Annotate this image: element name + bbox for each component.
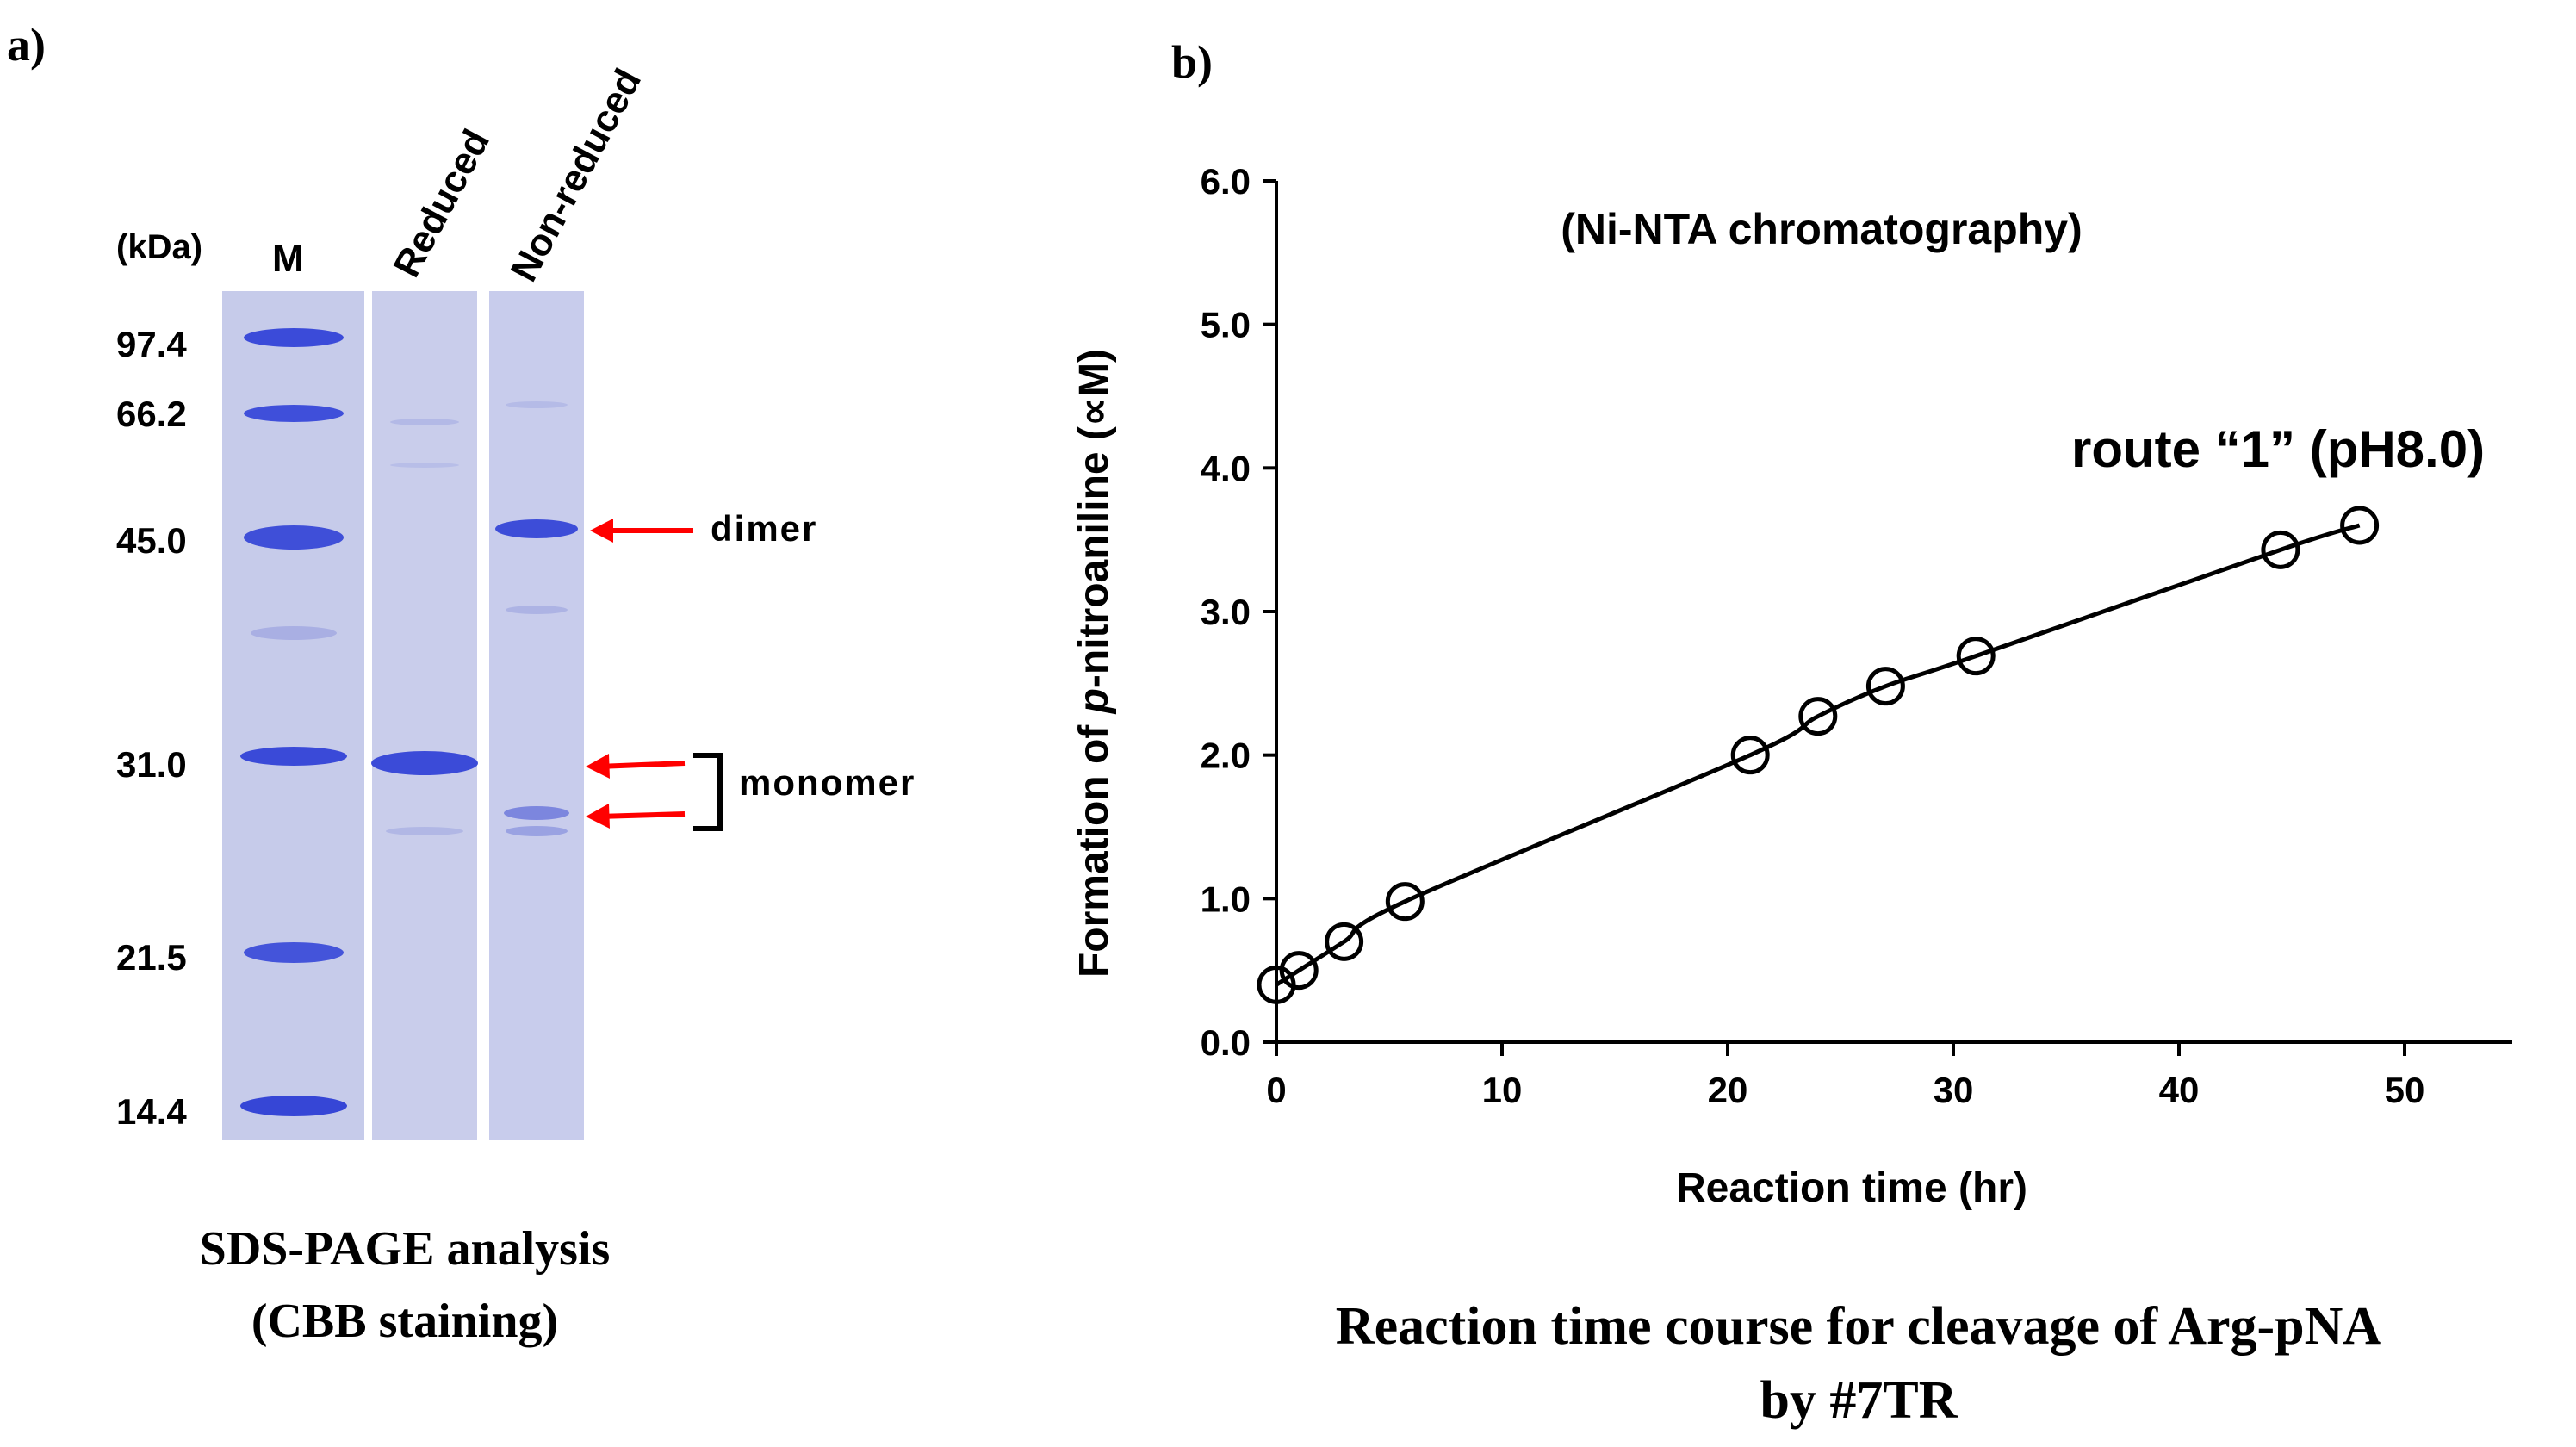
gel-band [240,747,347,766]
gel-band-faint [506,401,568,408]
x-tick-label: 20 [1708,1070,1748,1110]
marker-size-label: 21.5 [116,937,187,978]
gel-band-faint [386,827,463,835]
panel-b-label: b) [1171,36,1213,88]
marker-size-label: 45.0 [116,520,187,561]
marker-size-label: 31.0 [116,744,187,785]
dimer-annotation: dimer [711,508,817,549]
lane-label-reduced: Reduced [386,123,499,284]
panel-b-caption-line2: by #7TR [1760,1371,1958,1430]
monomer-arrow-upper [586,754,686,779]
gel-lane-marker [222,291,364,1140]
y-tick-label: 0.0 [1201,1022,1251,1063]
gel-band [244,328,344,347]
marker-size-label: 97.4 [116,324,187,364]
y-tick-label: 4.0 [1201,448,1251,488]
y-axis-label: Formation of p-nitroaniline (∝M) [1071,349,1117,978]
series-fit-curve [1275,523,2361,987]
data-point [1385,882,1425,922]
data-point [1865,667,1905,706]
data-point [1730,736,1770,775]
y-tick-label: 5.0 [1201,305,1251,345]
gel-lane-reduced [372,291,477,1140]
gel-band-faint [506,826,568,836]
gel-band-faint [506,606,568,614]
data-points [1257,506,2380,1004]
gel-band [244,942,344,963]
y-tick-label: 3.0 [1201,592,1251,632]
gel-band [371,751,478,775]
marker-size-label: 14.4 [116,1091,187,1132]
gel-band [495,519,578,538]
line-chart: 0.0 1.0 2.0 3.0 4.0 5.0 6.0 0 10 20 30 40 50 (Ni-NT… [1071,161,2512,1211]
marker-size-label: 66.2 [116,394,187,434]
monomer-annotation: monomer [739,762,916,803]
chart-title: (Ni-NTA chromatography) [1561,205,2083,253]
panel-a-caption-line2: (CBB staining) [251,1295,558,1348]
gel-image [222,291,584,1140]
y-axis-label-suffix: -nitroaniline (∝M) [1071,349,1117,688]
y-axis-label-italic: p [1071,688,1117,715]
y-tick-label: 6.0 [1201,161,1251,202]
data-point [2340,506,2380,545]
data-point [1325,922,1364,961]
y-ticks: 0.0 1.0 2.0 3.0 4.0 5.0 6.0 [1201,161,1276,1063]
data-point [1798,697,1838,736]
x-tick-label: 0 [1266,1070,1286,1110]
panel-a-caption-line1: SDS-PAGE analysis [200,1222,611,1276]
y-tick-label: 2.0 [1201,736,1251,776]
x-tick-label: 10 [1482,1070,1523,1110]
x-axis-label: Reaction time (hr) [1676,1165,2027,1211]
monomer-bracket [693,753,723,831]
gel-band [240,1096,347,1116]
data-point [1956,637,1996,676]
x-tick-label: 50 [2385,1070,2425,1110]
x-tick-label: 40 [2159,1070,2200,1110]
gel-band-faint [251,626,337,640]
y-tick-label: 1.0 [1201,879,1251,919]
gel-band [504,806,569,820]
lane-label-non-reduced: Non-reduced [503,62,650,289]
y-axis-label-prefix: Formation of [1071,713,1117,978]
x-ticks: 0 10 20 30 40 50 [1266,1042,2424,1110]
gel-lane-non-reduced [489,291,584,1140]
gel-band [244,525,344,550]
monomer-arrow-lower [586,804,686,829]
marker-lane-label: M [272,238,304,280]
kda-unit-label: (kDa) [116,228,202,266]
dimer-arrow [590,519,693,543]
gel-band-faint [390,463,459,468]
data-point [2261,530,2300,569]
gel-band-faint [390,419,459,425]
series-label: route “1” (pH8.0) [2071,420,2485,478]
gel-band [244,405,344,422]
panel-a-label: a) [7,19,46,71]
data-point [1279,951,1319,991]
panel-b-caption-line1: Reaction time course for cleavage of Arg… [1336,1297,2382,1356]
x-tick-label: 30 [1934,1070,1974,1110]
